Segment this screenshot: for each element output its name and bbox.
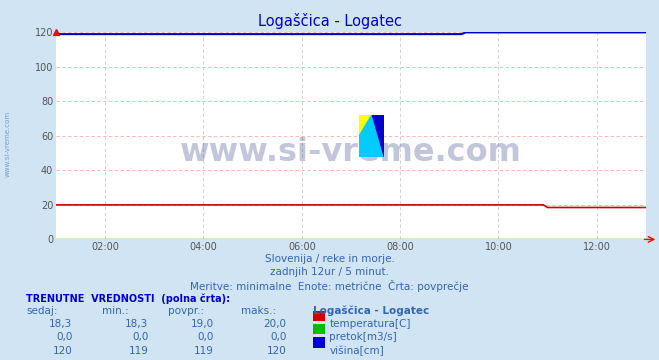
- Text: 0,0: 0,0: [56, 332, 72, 342]
- Text: 120: 120: [267, 346, 287, 356]
- Text: temperatura[C]: temperatura[C]: [330, 319, 411, 329]
- Text: 119: 119: [129, 346, 148, 356]
- Text: 20,0: 20,0: [264, 319, 287, 329]
- Polygon shape: [359, 115, 384, 157]
- Text: Slovenija / reke in morje.: Slovenija / reke in morje.: [264, 254, 395, 264]
- Text: Logaščica - Logatec: Logaščica - Logatec: [313, 306, 429, 316]
- Polygon shape: [372, 115, 384, 157]
- Text: Logaščica - Logatec: Logaščica - Logatec: [258, 13, 401, 28]
- Text: 120: 120: [53, 346, 72, 356]
- Text: 119: 119: [194, 346, 214, 356]
- Text: 19,0: 19,0: [191, 319, 214, 329]
- Text: 0,0: 0,0: [198, 332, 214, 342]
- Text: TRENUTNE  VREDNOSTI  (polna črta):: TRENUTNE VREDNOSTI (polna črta):: [26, 293, 231, 304]
- Text: www.si-vreme.com: www.si-vreme.com: [180, 137, 522, 168]
- Text: 18,3: 18,3: [49, 319, 72, 329]
- Text: zadnjih 12ur / 5 minut.: zadnjih 12ur / 5 minut.: [270, 267, 389, 277]
- Text: 18,3: 18,3: [125, 319, 148, 329]
- Text: povpr.:: povpr.:: [168, 306, 204, 316]
- Text: maks.:: maks.:: [241, 306, 275, 316]
- Text: višina[cm]: višina[cm]: [330, 346, 384, 356]
- Text: 0,0: 0,0: [270, 332, 287, 342]
- Text: www.si-vreme.com: www.si-vreme.com: [5, 111, 11, 177]
- Text: min.:: min.:: [102, 306, 129, 316]
- Text: sedaj:: sedaj:: [26, 306, 58, 316]
- Polygon shape: [359, 115, 372, 136]
- Text: Meritve: minimalne  Enote: metrične  Črta: povprečje: Meritve: minimalne Enote: metrične Črta:…: [190, 280, 469, 292]
- Text: pretok[m3/s]: pretok[m3/s]: [330, 332, 397, 342]
- Text: 0,0: 0,0: [132, 332, 148, 342]
